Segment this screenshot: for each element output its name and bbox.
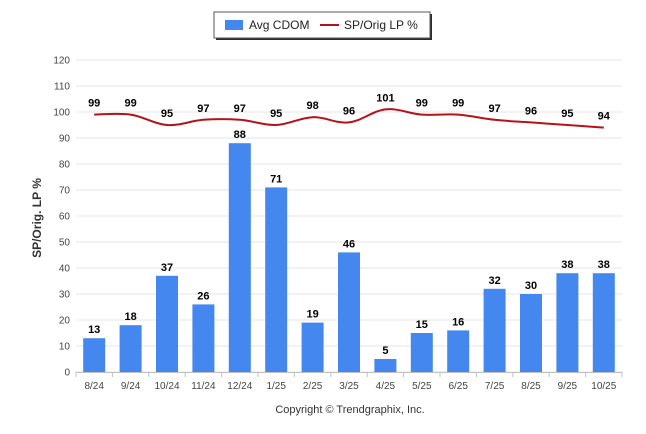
y-axis: 0 10 20 30 40 50 60 70 80 90 100 110 120 — [53, 56, 70, 379]
bar — [83, 338, 106, 372]
bar-data-label: 30 — [525, 280, 537, 292]
bar — [374, 359, 397, 372]
line-data-label: 97 — [197, 103, 209, 115]
x-tick-label: 9/24 — [121, 381, 141, 392]
y-tick-label: 20 — [59, 316, 71, 327]
bar — [556, 273, 579, 372]
line-data-label: 99 — [416, 98, 428, 110]
legend-bar-label: Avg CDOM — [249, 18, 309, 32]
bar-data-label: 19 — [306, 309, 318, 321]
copyright-text: Copyright © Trendgraphix, Inc. — [275, 404, 424, 416]
bar-data-label: 16 — [452, 316, 464, 328]
line-data-label: 96 — [525, 105, 537, 117]
legend: Avg CDOM SP/Orig LP % — [213, 11, 432, 40]
bar-data-label: 5 — [382, 345, 388, 357]
x-tick-label: 8/25 — [521, 381, 541, 392]
x-tick-label: 3/25 — [339, 381, 359, 392]
bar — [483, 288, 506, 372]
line-data-label: 95 — [270, 108, 282, 120]
y-tick-label: 80 — [59, 160, 71, 171]
line-data-label: 96 — [343, 105, 355, 117]
x-tick-label: 11/24 — [191, 381, 216, 392]
bar-data-label: 38 — [561, 259, 573, 271]
x-tick-label: 12/24 — [227, 381, 252, 392]
x-axis: 8/24 9/24 10/24 11/24 12/24 1/25 2/25 3/25 4/25 5… — [75, 372, 623, 392]
line-data-label: 99 — [452, 98, 464, 110]
y-tick-label: 70 — [59, 186, 71, 197]
x-tick-label: 4/25 — [376, 381, 396, 392]
y-axis-label: SP/Orig. LP % — [30, 178, 44, 258]
bar-data-label: 37 — [161, 262, 173, 274]
bar — [228, 143, 251, 372]
bar — [301, 322, 324, 372]
bar — [410, 333, 433, 372]
y-tick-label: 90 — [59, 134, 71, 145]
line-data-labels: 99 99 95 97 97 95 98 96 101 99 99 97 96 95 94 — [88, 92, 611, 122]
line-series — [94, 108, 604, 129]
line-path — [94, 108, 604, 129]
bar-data-label: 13 — [88, 324, 100, 336]
y-tick-label: 50 — [59, 238, 71, 249]
y-tick-label: 120 — [53, 56, 70, 67]
line-data-label: 98 — [306, 100, 318, 112]
bar-data-label: 26 — [197, 290, 209, 302]
bar-data-label: 32 — [488, 275, 500, 287]
bar-data-label: 38 — [598, 259, 610, 271]
line-data-label: 94 — [598, 111, 611, 123]
line-data-label: 99 — [88, 98, 100, 110]
bar-data-label: 71 — [270, 173, 282, 185]
bar — [119, 325, 142, 372]
y-tick-label: 40 — [59, 264, 71, 275]
bar-data-label: 46 — [343, 238, 355, 250]
bar — [156, 275, 178, 372]
y-tick-label: 60 — [59, 212, 71, 223]
line-data-label: 97 — [488, 103, 500, 115]
legend-line-label: SP/Orig LP % — [344, 18, 418, 32]
y-tick-label: 100 — [53, 108, 70, 119]
y-tick-label: 30 — [59, 290, 71, 301]
bar — [520, 294, 542, 372]
bar — [592, 273, 615, 372]
y-tick-label: 0 — [64, 368, 70, 379]
bar — [192, 304, 215, 372]
x-tick-label: 10/24 — [154, 381, 179, 392]
bar-data-label: 18 — [124, 311, 136, 323]
legend-bar-swatch — [225, 20, 243, 30]
x-tick-label: 5/25 — [412, 381, 432, 392]
bar-data-labels: 13 18 37 26 88 71 19 46 5 15 16 32 30 38 38 — [88, 129, 610, 357]
x-tick-label: 7/25 — [485, 381, 505, 392]
x-tick-label: 2/25 — [303, 381, 323, 392]
line-data-label: 95 — [161, 108, 173, 120]
bar — [338, 252, 360, 372]
bar-series — [83, 143, 615, 372]
line-data-label: 97 — [234, 103, 246, 115]
bar-data-label: 15 — [416, 319, 428, 331]
line-data-label: 95 — [561, 108, 573, 120]
line-data-label: 101 — [376, 92, 394, 104]
y-tick-label: 110 — [54, 82, 70, 93]
line-data-label: 99 — [124, 98, 136, 110]
x-tick-label: 6/25 — [448, 381, 468, 392]
x-tick-label: 9/25 — [558, 381, 578, 392]
x-tick-label: 8/24 — [84, 381, 104, 392]
bar — [265, 187, 288, 372]
y-tick-label: 10 — [59, 342, 71, 353]
bar-data-label: 88 — [234, 129, 246, 141]
x-tick-label: 1/25 — [266, 381, 286, 392]
bar — [447, 330, 470, 372]
x-tick-label: 10/25 — [591, 381, 616, 392]
